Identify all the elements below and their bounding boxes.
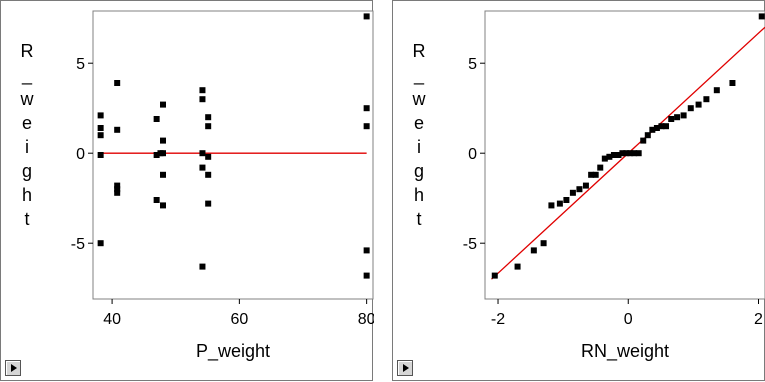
data-point	[610, 152, 617, 158]
x-axis-label: RN_weight	[581, 341, 669, 362]
right-scatter-chart: 5 0 -5 -2 0 2 RN_weight R _ w e i g h t	[412, 10, 765, 362]
left-plot-panel: 5 0 -5 40 60 80 P_weight R _ w e i g h t	[0, 0, 374, 381]
data-point	[114, 80, 121, 86]
x-tick-label: 2	[754, 311, 763, 328]
data-point	[687, 105, 694, 112]
data-point	[199, 96, 206, 103]
x-tick-label: 80	[358, 311, 374, 328]
data-point	[615, 152, 622, 158]
data-point	[582, 182, 589, 189]
y-tick-label: 0	[468, 146, 477, 163]
data-point	[588, 171, 595, 178]
data-point	[199, 87, 206, 94]
data-point	[160, 101, 166, 108]
data-point	[548, 202, 555, 209]
data-point	[627, 150, 634, 157]
data-point	[205, 114, 212, 121]
data-point	[114, 186, 121, 193]
expand-triangle-button-left[interactable]	[5, 360, 21, 376]
data-point	[668, 116, 675, 122]
data-point	[363, 13, 370, 20]
data-point	[640, 137, 647, 144]
data-point	[606, 153, 613, 160]
data-point	[514, 263, 521, 270]
data-point	[644, 132, 651, 139]
data-point	[663, 123, 670, 130]
data-point	[97, 112, 104, 119]
data-point	[653, 125, 660, 131]
data-point	[569, 189, 576, 196]
data-point	[631, 150, 638, 157]
data-point	[680, 112, 687, 119]
data-point	[597, 164, 604, 171]
x-tick-label: 60	[230, 311, 248, 328]
data-point	[199, 164, 206, 171]
plot-frame	[92, 10, 374, 300]
data-point	[160, 150, 166, 157]
x-tick-label: 0	[624, 311, 633, 328]
y-tick-label: 5	[76, 56, 85, 73]
data-point	[619, 150, 626, 157]
x-tick-label: -2	[491, 311, 505, 328]
data-point	[363, 247, 370, 254]
data-point	[491, 272, 498, 279]
play-triangle-icon	[403, 364, 409, 372]
expand-triangle-button-right[interactable]	[397, 360, 413, 376]
data-point	[363, 123, 370, 130]
data-point	[97, 240, 104, 247]
data-point	[205, 153, 212, 160]
data-point	[153, 197, 160, 203]
data-point	[199, 150, 206, 157]
right-plot-panel: 5 0 -5 -2 0 2 RN_weight R _ w e i g h t	[392, 0, 765, 381]
data-point	[114, 126, 121, 133]
left-scatter-chart: 5 0 -5 40 60 80 P_weight R _ w e i g h t	[20, 10, 374, 362]
y-tick-label: 5	[468, 56, 477, 73]
data-point	[601, 155, 608, 162]
data-point	[199, 263, 206, 270]
data-point	[205, 123, 212, 130]
y-tick-label: -5	[71, 236, 85, 253]
data-point	[649, 126, 656, 133]
y-axis-label: R _ w e i g h t	[20, 41, 35, 229]
data-point	[205, 200, 212, 207]
data-point	[160, 171, 166, 178]
data-point	[97, 132, 104, 139]
data-point	[635, 150, 642, 157]
data-point	[114, 182, 121, 189]
data-point	[592, 171, 599, 178]
y-tick-label: -5	[463, 236, 477, 253]
y-tick-label: 0	[76, 146, 85, 163]
data-point	[758, 13, 765, 20]
data-point	[556, 200, 563, 207]
data-point	[674, 114, 681, 121]
x-tick-label: 40	[103, 311, 121, 328]
data-point	[205, 171, 212, 178]
data-point	[153, 116, 160, 122]
data-point	[703, 96, 710, 103]
data-point	[97, 152, 104, 158]
data-point	[530, 247, 537, 254]
y-axis-label: R _ w e i g h t	[412, 41, 427, 229]
data-point	[658, 123, 665, 130]
data-point	[576, 186, 583, 193]
data-point	[623, 150, 630, 157]
data-point	[363, 105, 370, 112]
play-triangle-icon	[11, 364, 17, 372]
data-point	[729, 80, 736, 86]
data-point	[563, 197, 570, 203]
data-point	[153, 152, 160, 158]
data-point	[695, 101, 702, 108]
data-point	[114, 189, 121, 196]
data-point	[540, 240, 547, 247]
data-point	[713, 87, 720, 94]
data-point	[160, 137, 166, 144]
data-point	[97, 125, 104, 131]
data-point	[160, 202, 166, 209]
data-point	[363, 272, 370, 279]
x-axis-label: P_weight	[196, 341, 270, 362]
